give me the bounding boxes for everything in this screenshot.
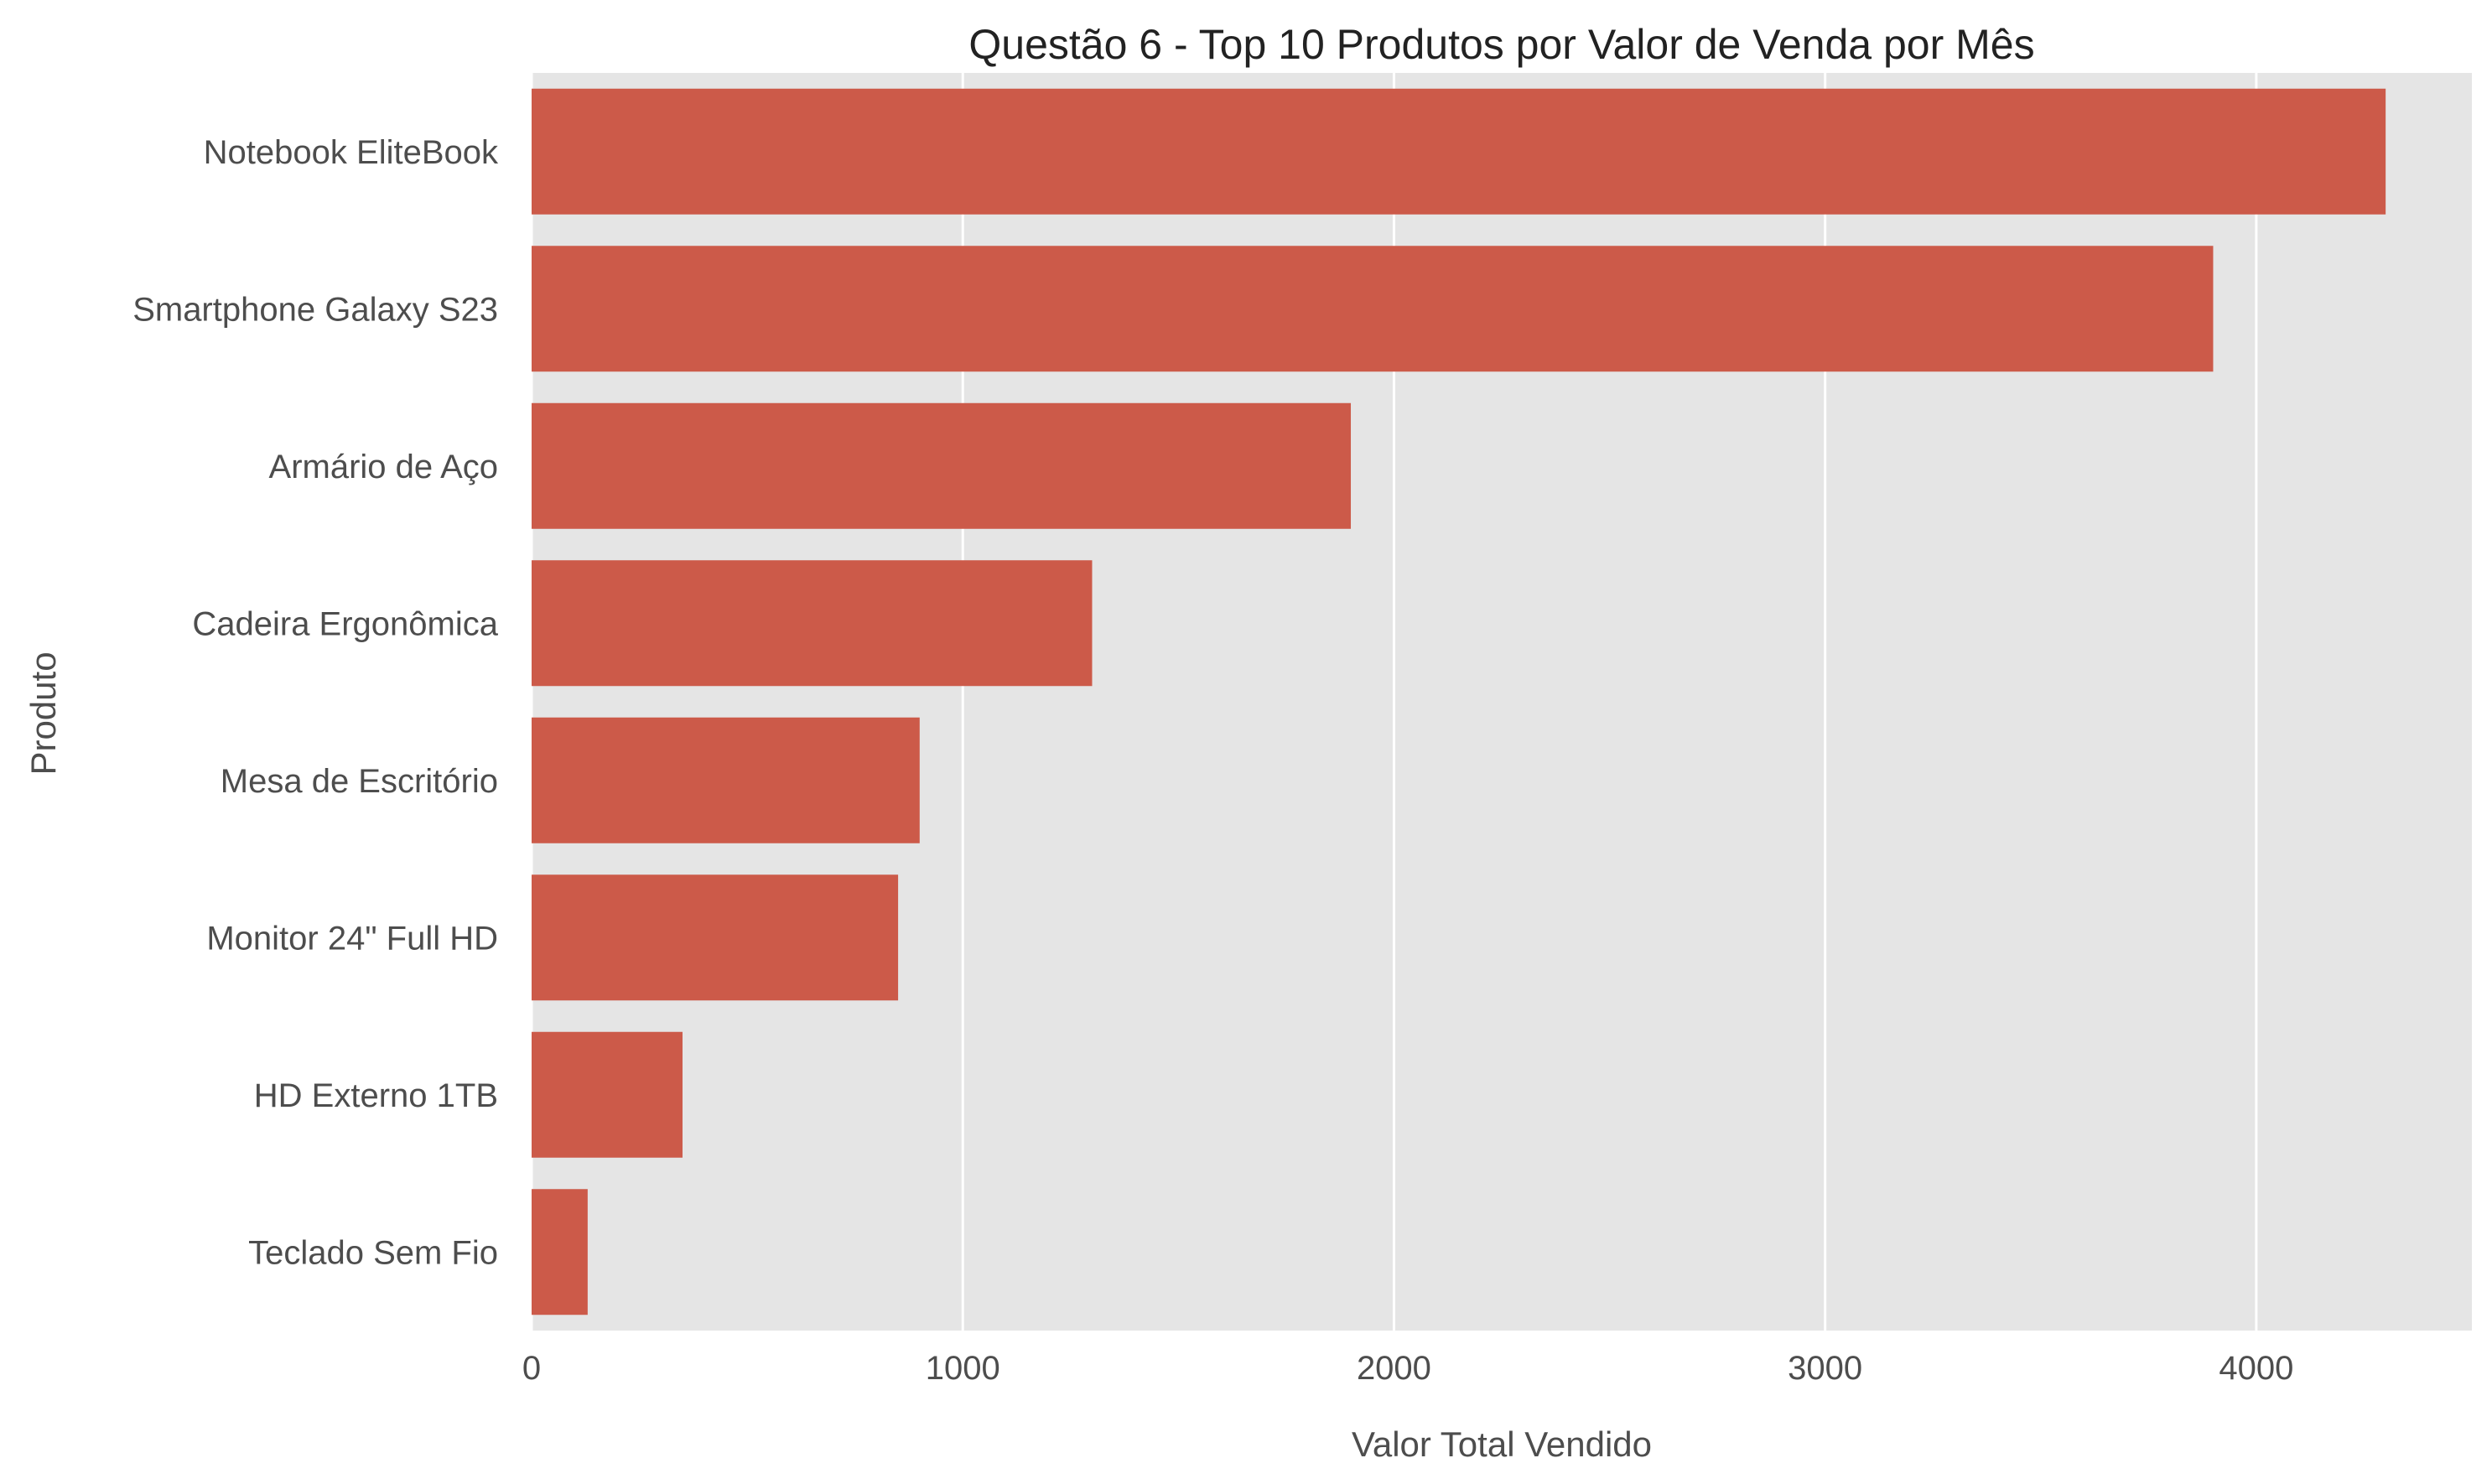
y-tick-label: Cadeira Ergonômica bbox=[192, 605, 498, 642]
bar bbox=[532, 246, 2214, 372]
y-tick-label: Smartphone Galaxy S23 bbox=[132, 291, 498, 328]
bar bbox=[532, 88, 2386, 215]
y-tick-label: Monitor 24" Full HD bbox=[206, 920, 498, 957]
y-tick-label: Teclado Sem Fio bbox=[248, 1234, 498, 1271]
y-axis-label: Produto bbox=[23, 651, 63, 775]
x-tick-label: 3000 bbox=[1788, 1350, 1862, 1387]
bar bbox=[532, 874, 899, 1001]
x-axis-label: Valor Total Vendido bbox=[1352, 1424, 1652, 1464]
y-tick-label: Notebook EliteBook bbox=[204, 134, 499, 171]
bar bbox=[532, 717, 920, 843]
bars bbox=[532, 88, 2386, 1315]
bar bbox=[532, 560, 1093, 687]
x-tick-labels: 0 1000 2000 3000 4000 bbox=[522, 1350, 2294, 1387]
x-tick-label: 2000 bbox=[1357, 1350, 1431, 1387]
bar bbox=[532, 402, 1352, 529]
bar bbox=[532, 1031, 683, 1158]
x-tick-label: 4000 bbox=[2219, 1350, 2293, 1387]
bar bbox=[532, 1189, 588, 1315]
y-tick-labels: Notebook EliteBook Smartphone Galaxy S23 A… bbox=[132, 134, 499, 1272]
chart-title: Questão 6 - Top 10 Produtos por Valor de… bbox=[968, 21, 2034, 68]
y-tick-label: Armário de Aço bbox=[269, 449, 498, 485]
x-tick-label: 0 bbox=[522, 1350, 541, 1387]
x-tick-label: 1000 bbox=[926, 1350, 1000, 1387]
y-tick-label: HD Externo 1TB bbox=[254, 1077, 498, 1114]
y-tick-label: Mesa de Escritório bbox=[221, 763, 498, 800]
